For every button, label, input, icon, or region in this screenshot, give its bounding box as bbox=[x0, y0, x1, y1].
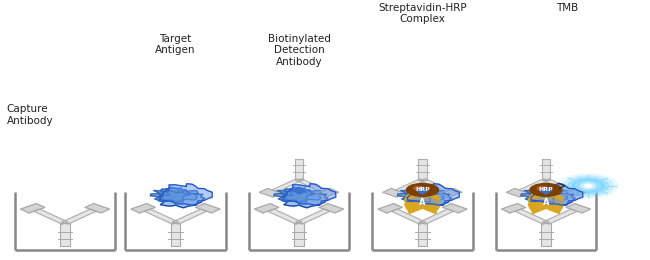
Text: HRP: HRP bbox=[539, 187, 553, 192]
Polygon shape bbox=[543, 209, 577, 224]
Polygon shape bbox=[378, 204, 402, 213]
Polygon shape bbox=[506, 188, 528, 197]
Polygon shape bbox=[531, 184, 583, 205]
Polygon shape bbox=[528, 190, 575, 208]
Polygon shape bbox=[519, 179, 549, 192]
Circle shape bbox=[415, 187, 430, 193]
Polygon shape bbox=[284, 184, 336, 205]
Polygon shape bbox=[158, 190, 205, 208]
Polygon shape bbox=[551, 204, 564, 209]
Polygon shape bbox=[419, 209, 454, 224]
Polygon shape bbox=[397, 188, 437, 203]
Circle shape bbox=[411, 185, 434, 195]
Polygon shape bbox=[60, 223, 70, 246]
Polygon shape bbox=[521, 188, 561, 203]
Polygon shape bbox=[295, 159, 303, 180]
Polygon shape bbox=[564, 188, 586, 197]
Polygon shape bbox=[144, 209, 179, 224]
Polygon shape bbox=[405, 190, 452, 208]
Circle shape bbox=[530, 184, 562, 196]
Polygon shape bbox=[383, 188, 405, 197]
Circle shape bbox=[538, 187, 554, 193]
Polygon shape bbox=[541, 223, 551, 246]
Polygon shape bbox=[268, 209, 302, 224]
Polygon shape bbox=[419, 159, 426, 180]
Circle shape bbox=[567, 178, 609, 194]
Text: Target
Antigen: Target Antigen bbox=[155, 34, 196, 55]
Circle shape bbox=[576, 181, 601, 191]
Polygon shape bbox=[274, 188, 314, 203]
Polygon shape bbox=[254, 204, 279, 213]
Polygon shape bbox=[317, 188, 339, 197]
Polygon shape bbox=[259, 188, 281, 197]
Circle shape bbox=[534, 185, 558, 195]
Polygon shape bbox=[34, 209, 68, 224]
Circle shape bbox=[406, 184, 439, 196]
Polygon shape bbox=[319, 204, 344, 213]
Circle shape bbox=[558, 174, 618, 198]
Text: HRP: HRP bbox=[415, 187, 430, 192]
Polygon shape bbox=[542, 159, 550, 180]
Polygon shape bbox=[528, 204, 541, 209]
Polygon shape bbox=[443, 204, 467, 213]
Text: Streptavidin-HRP
Complex: Streptavidin-HRP Complex bbox=[378, 3, 467, 24]
Circle shape bbox=[413, 186, 423, 190]
Polygon shape bbox=[405, 204, 418, 209]
Polygon shape bbox=[420, 179, 450, 192]
Polygon shape bbox=[405, 187, 446, 203]
Polygon shape bbox=[543, 179, 573, 192]
Polygon shape bbox=[296, 179, 326, 192]
Polygon shape bbox=[515, 209, 549, 224]
Polygon shape bbox=[418, 223, 427, 246]
Polygon shape bbox=[293, 187, 305, 194]
Polygon shape bbox=[528, 195, 541, 200]
Polygon shape bbox=[395, 179, 425, 192]
Polygon shape bbox=[440, 188, 462, 197]
Polygon shape bbox=[150, 188, 190, 203]
Polygon shape bbox=[272, 179, 302, 192]
Polygon shape bbox=[296, 209, 330, 224]
Polygon shape bbox=[501, 204, 526, 213]
Circle shape bbox=[585, 185, 592, 187]
Polygon shape bbox=[405, 195, 418, 200]
Polygon shape bbox=[161, 184, 213, 205]
Polygon shape bbox=[566, 204, 591, 213]
Text: A: A bbox=[419, 198, 426, 207]
Polygon shape bbox=[281, 187, 322, 203]
Text: TMB: TMB bbox=[556, 3, 578, 12]
Circle shape bbox=[537, 186, 547, 190]
Polygon shape bbox=[158, 187, 199, 203]
Polygon shape bbox=[417, 187, 428, 194]
Polygon shape bbox=[20, 204, 45, 213]
Text: A: A bbox=[543, 198, 549, 207]
Circle shape bbox=[563, 176, 614, 196]
Polygon shape bbox=[551, 195, 564, 200]
Polygon shape bbox=[196, 204, 220, 213]
Polygon shape bbox=[171, 223, 180, 246]
Polygon shape bbox=[294, 223, 304, 246]
Text: Biotinylated
Detection
Antibody: Biotinylated Detection Antibody bbox=[268, 34, 330, 67]
Polygon shape bbox=[85, 204, 110, 213]
Polygon shape bbox=[62, 209, 96, 224]
Polygon shape bbox=[408, 184, 460, 205]
Text: Capture
Antibody: Capture Antibody bbox=[6, 104, 53, 126]
Polygon shape bbox=[391, 209, 426, 224]
Polygon shape bbox=[427, 195, 440, 200]
Polygon shape bbox=[172, 209, 207, 224]
Polygon shape bbox=[427, 204, 440, 209]
Polygon shape bbox=[281, 190, 328, 208]
Circle shape bbox=[572, 179, 604, 192]
Polygon shape bbox=[528, 187, 569, 203]
Circle shape bbox=[581, 183, 595, 189]
Polygon shape bbox=[540, 187, 552, 194]
Polygon shape bbox=[131, 204, 155, 213]
